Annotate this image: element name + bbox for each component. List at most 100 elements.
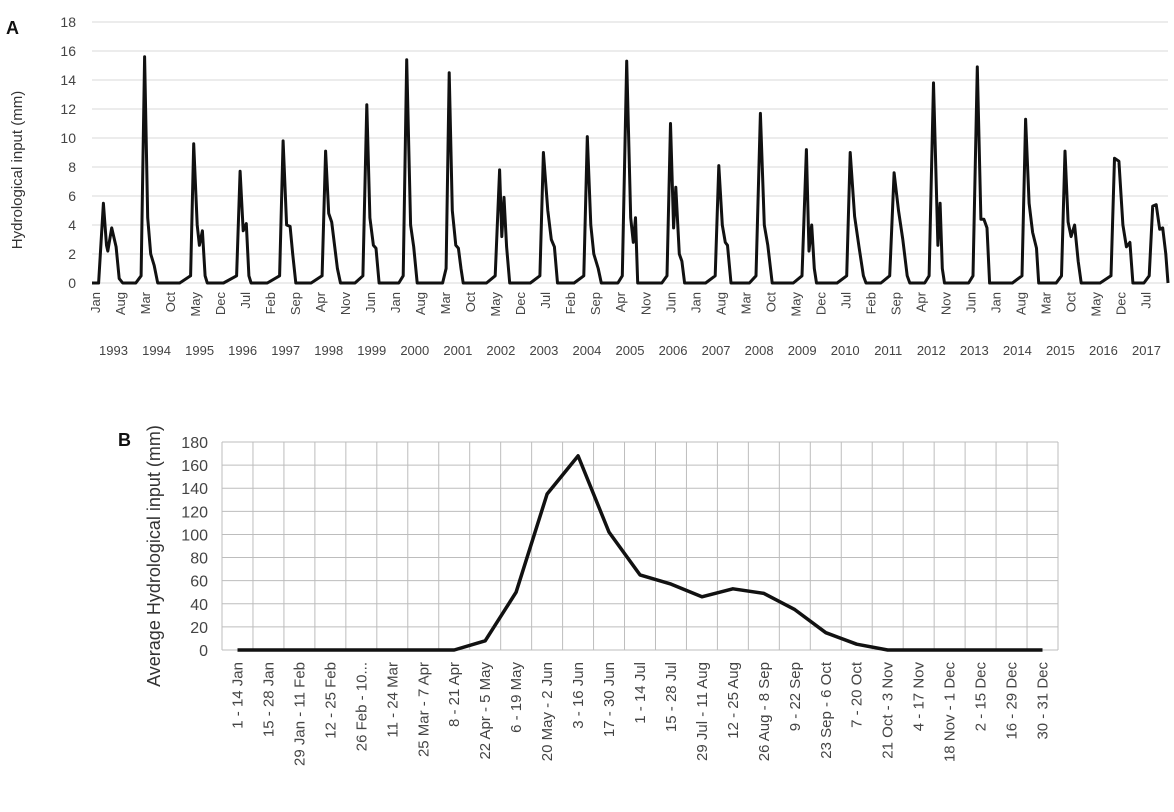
b-y-tick-label: 180: [181, 435, 208, 452]
a-month-tick-label: Dec: [213, 292, 228, 316]
panel-a-letter: A: [6, 18, 19, 38]
a-year-label: 2002: [486, 343, 515, 358]
b-x-tick-label: 1 - 14 Jul: [632, 662, 649, 724]
panel-b-y-axis-label: Average Hydrological input (mm): [144, 425, 164, 687]
b-x-tick-label: 8 - 21 Apr: [446, 662, 463, 727]
b-x-tick-label: 3 - 16 Jun: [570, 662, 587, 729]
b-x-tick-label: 4 - 17 Nov: [911, 662, 928, 732]
a-y-tick-label: 14: [60, 72, 76, 88]
panel-b-series: [237, 454, 1043, 652]
a-month-tick-label: Feb: [563, 292, 578, 314]
b-y-tick-label: 20: [190, 620, 208, 637]
a-month-tick-label: Apr: [914, 291, 929, 312]
b-y-tick-label: 60: [190, 574, 208, 591]
a-month-tick-label: Jan: [388, 292, 403, 313]
b-y-tick-label: 120: [181, 504, 208, 521]
b-x-tick-label: 7 - 20 Oct: [849, 661, 866, 728]
panel-b-y-tick-labels: 0 20 40 60 80 100 120 140 160 180: [181, 435, 208, 660]
a-month-tick-label: Oct: [463, 292, 478, 313]
b-y-tick-label: 160: [181, 458, 208, 475]
b-y-tick-label: 0: [199, 643, 208, 660]
a-year-label: 1997: [271, 343, 300, 358]
b-x-tick-label: 26 Feb - 10...: [353, 662, 370, 751]
b-y-tick-label: 80: [190, 551, 208, 568]
a-month-tick-label: Jun: [663, 292, 678, 313]
a-year-label: 2003: [529, 343, 558, 358]
a-y-tick-label: 0: [68, 275, 76, 291]
a-month-tick-label: Aug: [1014, 292, 1029, 315]
a-month-tick-label: Oct: [763, 292, 778, 313]
b-x-tick-label: 6 - 19 May: [508, 662, 525, 733]
b-y-tick-label: 140: [181, 481, 208, 498]
a-year-label: 1993: [99, 343, 128, 358]
b-series-line: [237, 454, 1043, 652]
a-year-label: 2012: [917, 343, 946, 358]
b-y-tick-label: 40: [190, 597, 208, 614]
a-year-label: 2005: [616, 343, 645, 358]
a-year-label: 1998: [314, 343, 343, 358]
a-year-label: 2016: [1089, 343, 1118, 358]
a-month-tick-label: Aug: [713, 292, 728, 315]
a-month-tick-label: May: [788, 292, 803, 317]
a-month-tick-label: Dec: [1114, 292, 1129, 316]
a-year-label: 2006: [659, 343, 688, 358]
b-x-tick-label: 20 May - 2 Jun: [539, 662, 556, 761]
a-year-label: 2009: [788, 343, 817, 358]
b-x-tick-label: 29 Jan - 11 Feb: [291, 662, 308, 766]
a-year-label: 2007: [702, 343, 731, 358]
panel-b-x-tick-labels: 1 - 14 Jan 15 - 28 Jan 29 Jan - 11 Feb 12 -…: [229, 661, 1051, 766]
panel-b: B 0 20 40 60 80 100 120 140 160 180 Average Hydro…: [118, 425, 1059, 766]
a-month-tick-label: Aug: [113, 292, 128, 315]
b-x-tick-label: 23 Sep - 6 Oct: [818, 661, 835, 759]
a-year-label: 2017: [1132, 343, 1161, 358]
b-x-tick-label: 26 Aug - 8 Sep: [756, 662, 773, 761]
a-y-tick-label: 10: [60, 130, 76, 146]
a-year-label: 2008: [745, 343, 774, 358]
a-month-tick-label: Oct: [163, 292, 178, 313]
a-year-label: 2000: [400, 343, 429, 358]
panel-a-month-tick-labels: Jan Aug Mar Oct May Dec Jul Feb Sep Apr Nov Jun Jan A…: [88, 291, 1154, 316]
a-month-tick-label: Nov: [338, 292, 353, 316]
b-x-tick-label: 12 - 25 Feb: [322, 662, 339, 739]
a-month-tick-label: Oct: [1064, 292, 1079, 313]
panel-b-letter: B: [118, 430, 131, 450]
b-x-tick-label: 30 - 31 Dec: [1035, 662, 1052, 740]
b-x-tick-label: 25 Mar - 7 Apr: [415, 662, 432, 757]
a-year-label: 2004: [572, 343, 601, 358]
a-y-tick-label: 16: [60, 43, 76, 59]
a-month-tick-label: Jul: [838, 292, 853, 309]
a-y-tick-label: 8: [68, 159, 76, 175]
panel-b-gridlines: [221, 441, 1059, 651]
a-month-tick-label: Mar: [1039, 291, 1054, 314]
a-month-tick-label: May: [1089, 292, 1104, 317]
a-month-tick-label: Sep: [288, 292, 303, 315]
b-x-tick-label: 1 - 14 Jan: [229, 662, 246, 729]
a-year-label: 2015: [1046, 343, 1075, 358]
a-month-tick-label: Apr: [613, 291, 628, 312]
a-month-tick-label: Feb: [263, 292, 278, 314]
b-x-tick-label: 29 Jul - 11 Aug: [694, 662, 711, 761]
b-x-tick-label: 17 - 30 Jun: [601, 662, 618, 737]
a-month-tick-label: Mar: [738, 291, 753, 314]
b-x-tick-label: 12 - 25 Aug: [725, 662, 742, 739]
a-month-tick-label: Jul: [538, 292, 553, 309]
a-month-tick-label: Mar: [438, 291, 453, 314]
a-month-tick-label: Sep: [588, 292, 603, 315]
a-month-tick-label: Nov: [638, 292, 653, 316]
a-y-tick-label: 12: [60, 101, 76, 117]
a-month-tick-label: Sep: [888, 292, 903, 315]
a-month-tick-label: Dec: [513, 292, 528, 316]
a-year-label: 2013: [960, 343, 989, 358]
b-x-tick-label: 18 Nov - 1 Dec: [942, 662, 959, 763]
b-x-tick-label: 21 Oct - 3 Nov: [880, 662, 897, 759]
a-year-label: 2010: [831, 343, 860, 358]
a-month-tick-label: May: [488, 292, 503, 317]
a-month-tick-label: Jul: [1139, 292, 1154, 309]
a-month-tick-label: May: [188, 292, 203, 317]
b-x-tick-label: 2 - 15 Dec: [973, 662, 990, 732]
a-month-tick-label: Jun: [363, 292, 378, 313]
a-year-label: 1999: [357, 343, 386, 358]
panel-a-year-labels: 1993 1994 1995 1996 1997 1998 1999 2000 2001 2002…: [99, 343, 1161, 358]
a-month-tick-label: Feb: [863, 292, 878, 314]
